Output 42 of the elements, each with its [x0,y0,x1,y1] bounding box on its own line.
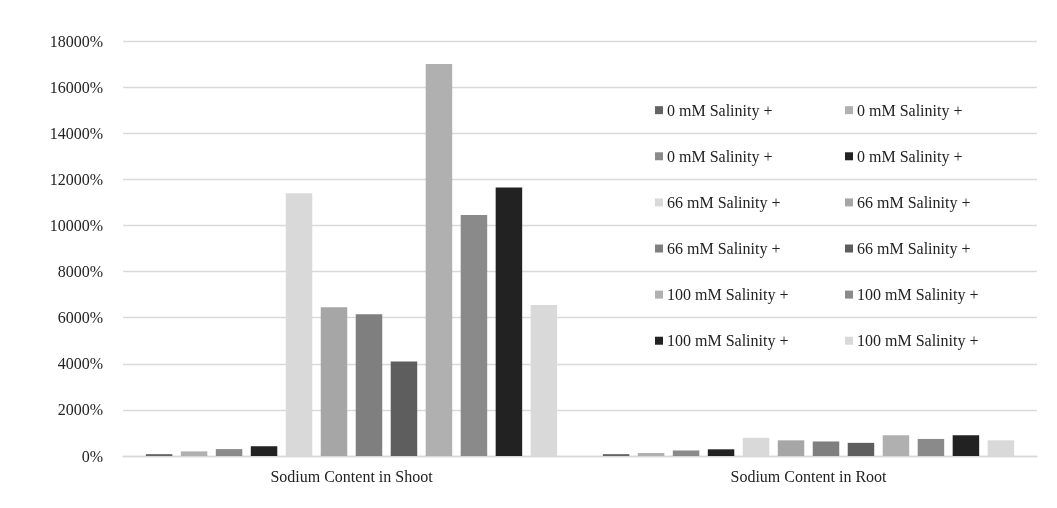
legend-label: 0 mM Salinity + [667,147,773,166]
y-tick-label: 4000% [57,355,103,373]
y-tick-label: 0% [81,447,103,465]
legend-label: 0 mM Salinity + [857,101,963,120]
legend-label: 100 mM Salinity + [857,286,979,305]
bar [180,451,208,456]
bar [215,449,243,456]
bar [707,449,735,456]
y-tick-label: 8000% [57,263,103,281]
legend-label: 66 mM Salinity + [667,240,781,258]
bar [637,453,665,456]
bar [460,215,488,456]
bar [250,446,278,456]
bar [672,450,700,456]
x-tick-label: Sodium Content in Shoot [270,467,434,485]
y-tick-label: 10000% [49,216,103,234]
legend-label: 66 mM Salinity + [857,240,971,258]
legend-label: 100 mM Salinity + [857,332,979,351]
legend-label: 66 mM Salinity + [667,193,781,212]
bar [355,314,383,456]
y-tick-label: 2000% [57,401,103,419]
y-tick-label: 14000% [49,124,103,142]
bar [390,361,418,456]
legend-label: 100 mM Salinity + [667,332,789,351]
bar [812,441,840,456]
bar [495,187,523,456]
bar [917,438,945,456]
bar [425,64,453,456]
bar [320,307,348,456]
legend-label: 66 mM Salinity + [857,193,971,212]
y-tick-label: 18000% [49,32,103,50]
bar [882,435,910,456]
y-tick-label: 12000% [49,170,103,188]
x-tick-label: Sodium Content in Root [730,467,888,485]
bar [952,435,980,456]
legend-label: 0 mM Salinity + [667,101,773,120]
bar [847,442,875,456]
y-tick-label: 6000% [57,309,103,327]
y-tick-label: 16000% [49,78,103,96]
legend-label: 100 mM Salinity + [667,286,789,305]
bar [777,440,805,456]
legend-label: 0 mM Salinity + [857,147,963,166]
